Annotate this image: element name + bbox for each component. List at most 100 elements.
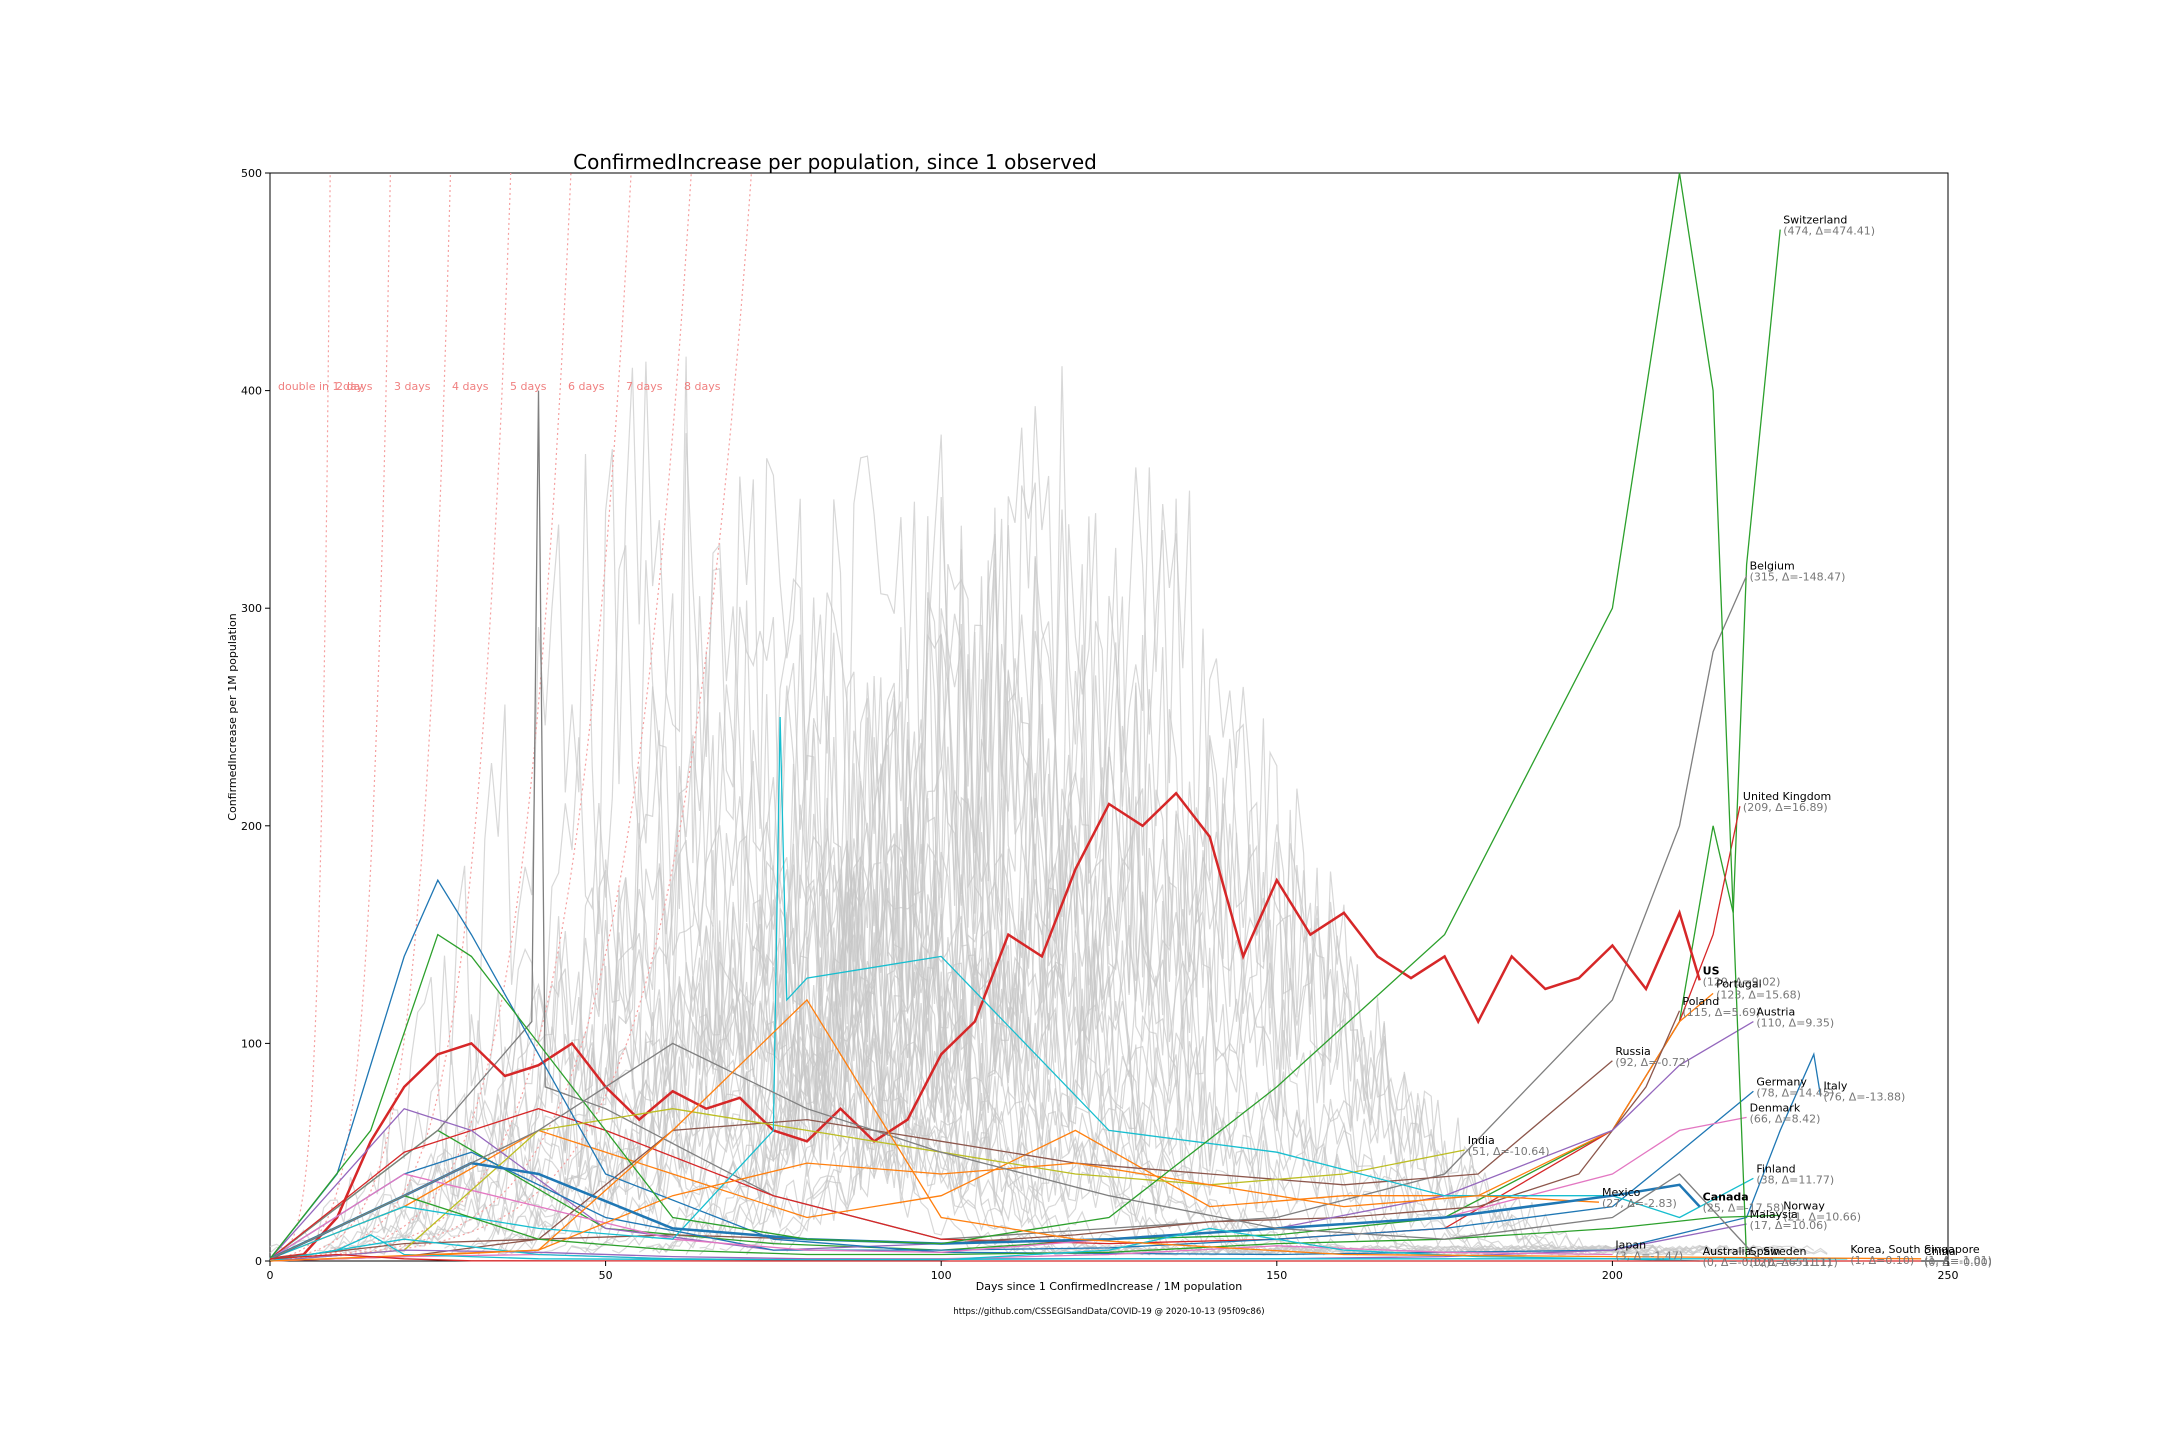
y-tick-label: 0: [255, 1255, 262, 1268]
series-value-label: (38, Δ=11.77): [1756, 1173, 1834, 1186]
x-tick-label: 0: [267, 1269, 274, 1282]
series-value-label: (0, Δ=-651.11): [1750, 1256, 1832, 1269]
series-name-label: Denmark: [1750, 1101, 1801, 1114]
series-name-label: China: [1924, 1245, 1955, 1258]
x-tick-label: 100: [931, 1269, 952, 1282]
series-value-label: (3, Δ=-1.47): [1615, 1249, 1683, 1262]
doubling-label: 8 days: [684, 380, 721, 393]
y-tick-label: 200: [241, 820, 262, 833]
y-tick-label: 100: [241, 1037, 262, 1050]
series-value-label: (66, Δ=8.42): [1750, 1112, 1821, 1125]
series-name-label: Germany: [1756, 1075, 1807, 1088]
doubling-label: 5 days: [510, 380, 547, 393]
series-name-label: India: [1468, 1134, 1495, 1147]
background-series-line: [390, 925, 1110, 1256]
series-name-label: Japan: [1614, 1238, 1646, 1251]
series-name-label: Norway: [1783, 1199, 1825, 1212]
series-name-label: Australia: [1703, 1245, 1752, 1258]
x-tick-label: 50: [599, 1269, 613, 1282]
series-value-label: (1, Δ=0.10): [1850, 1254, 1914, 1267]
doubling-line: [270, 173, 692, 1260]
series-name-label: Malaysia: [1750, 1208, 1798, 1221]
background-series-line: [685, 467, 1660, 1256]
background-series-line: [383, 433, 1197, 1254]
doubling-label: 7 days: [626, 380, 663, 393]
series-value-label: (315, Δ=-148.47): [1750, 571, 1846, 584]
y-tick-label: 400: [241, 385, 262, 398]
series-line: [269, 229, 1781, 1260]
x-axis-label: Days since 1 ConfirmedIncrease / 1M popu…: [976, 1280, 1242, 1293]
x-axis: 0 50 100 150 200 250: [267, 1261, 1959, 1282]
series-value-label: (209, Δ=16.89): [1743, 801, 1828, 814]
series-value-label: (27, Δ=-2.83): [1602, 1197, 1677, 1210]
y-tick-label: 300: [241, 602, 262, 615]
series-name-label: Sweden: [1763, 1245, 1806, 1258]
series-value-label: (110, Δ=9.35): [1756, 1017, 1834, 1030]
series-name-label: Austria: [1756, 1006, 1795, 1019]
doubling-label: 6 days: [568, 380, 605, 393]
doubling-label: double in 1 day: [278, 380, 364, 393]
background-series-line: [356, 851, 1640, 1256]
chart-title: ConfirmedIncrease per population, since …: [573, 150, 1097, 174]
series-line: [269, 172, 1748, 1262]
doubling-line: [269, 172, 572, 1260]
background-series-line: [746, 496, 1251, 1256]
series-value-label: (0, Δ=-0.00): [1924, 1256, 1992, 1269]
series-name-label: Belgium: [1750, 560, 1795, 573]
series-name-label: Mexico: [1602, 1186, 1641, 1199]
series-name-label: Singapore: [1924, 1243, 1980, 1256]
doubling-line: [270, 172, 632, 1260]
series-name-label: US: [1703, 964, 1720, 977]
series-value-label: (123, Δ=15.68): [1716, 988, 1801, 1001]
series-value-label: (115, Δ=5.69): [1683, 1006, 1761, 1019]
series-line: [269, 1227, 1700, 1262]
series-value-label: (17, Δ=10.06): [1750, 1219, 1828, 1232]
x-tick-label: 250: [1938, 1269, 1959, 1282]
series-labels: Switzerland(474, Δ=474.41) Belgium(315, Δ…: [1468, 214, 1992, 1269]
background-series-line: [450, 823, 1445, 1255]
series-line: [269, 1042, 1761, 1262]
y-axis-label: ConfirmedIncrease per 1M population: [226, 613, 239, 820]
series-line: [269, 1253, 1922, 1262]
series-value-label: (76, Δ=-13.88): [1823, 1091, 1905, 1104]
background-series-line: [746, 725, 1727, 1255]
series-name-label: Italy: [1823, 1080, 1847, 1093]
series-name-label: Russia: [1615, 1045, 1650, 1058]
background-series-line: [585, 993, 1143, 1256]
doubling-line: [269, 172, 391, 1260]
series-lines: [269, 172, 1922, 1262]
series-value-label: (474, Δ=474.41): [1783, 225, 1875, 238]
x-tick-label: 200: [1602, 1269, 1623, 1282]
series-name-label: Korea, South: [1850, 1243, 1920, 1256]
doubling-label: 4 days: [452, 380, 489, 393]
doubling-line: [269, 172, 452, 1260]
series-name-label: United Kingdom: [1743, 790, 1831, 803]
series-value-label: (0, Δ=-51.11): [1763, 1256, 1838, 1269]
doubling-label: 2 days: [336, 380, 373, 393]
series-name-label: Finland: [1756, 1162, 1795, 1175]
y-axis: 0 100 200 300 400 500: [241, 167, 270, 1268]
series-name-label: Portugal: [1716, 977, 1762, 990]
series-value-label: (92, Δ=-0.72): [1615, 1056, 1690, 1069]
y-tick-label: 500: [241, 167, 262, 180]
series-value-label: (21, Δ=10.66): [1783, 1210, 1861, 1223]
series-value-label: (51, Δ=-10.64): [1468, 1145, 1550, 1158]
series-line: [269, 791, 1701, 1261]
series-line: [269, 1090, 1754, 1260]
series-name-label: Spain: [1750, 1245, 1781, 1258]
series-line: [269, 1195, 1781, 1260]
x-tick-label: 150: [1266, 1269, 1287, 1282]
source-footer: https://github.com/CSSEGISandData/COVID-…: [953, 1307, 1264, 1317]
series-value-label: (1, Δ=-1.01): [1924, 1254, 1992, 1267]
series-name-label: Switzerland: [1783, 214, 1847, 227]
series-line: [269, 998, 1922, 1262]
series-line: [269, 1116, 1747, 1260]
series-value-label: (0, Δ=-0.12): [1703, 1256, 1771, 1269]
doubling-label: 3 days: [394, 380, 431, 393]
series-name-label: Poland: [1683, 995, 1720, 1008]
series-line: [269, 1234, 1848, 1262]
series-name-label: Canada: [1703, 1191, 1749, 1204]
series-line: [269, 878, 1822, 1260]
series-value-label: (25, Δ=-17.58): [1703, 1202, 1785, 1215]
